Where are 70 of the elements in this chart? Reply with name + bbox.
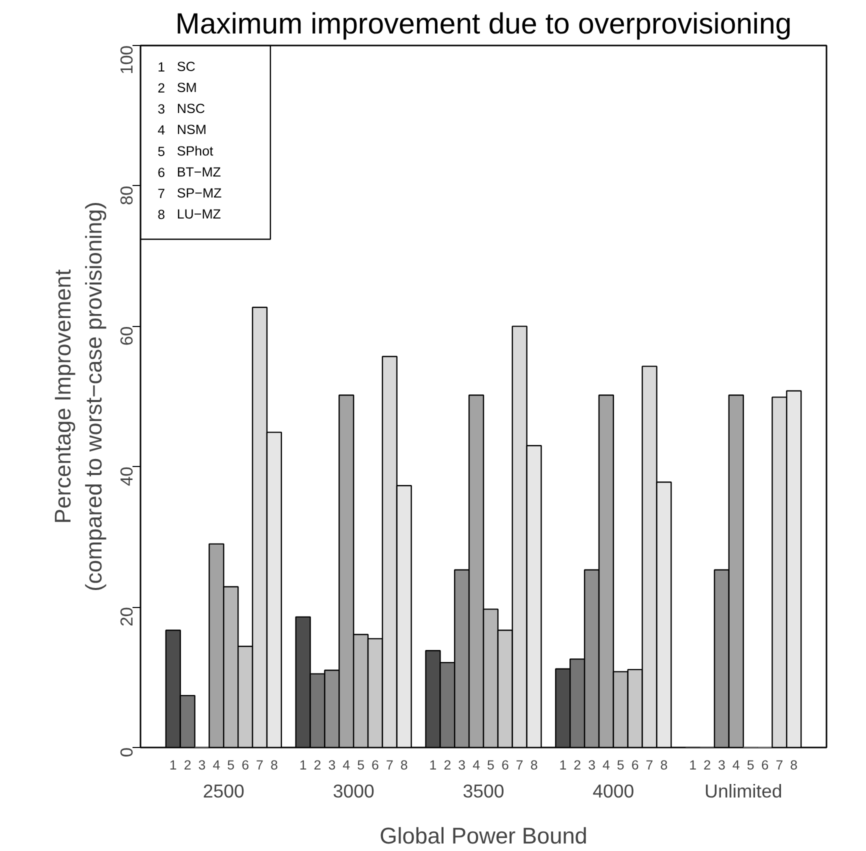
- text: 6: [158, 164, 166, 180]
- text: 2: [158, 80, 166, 96]
- text: 4: [602, 758, 610, 772]
- text: 6: [761, 758, 769, 772]
- text: 4: [472, 758, 480, 772]
- y-tick-label: 20: [116, 607, 136, 626]
- series-label: 2: [184, 758, 192, 772]
- text: 4: [732, 758, 740, 772]
- series-label: 5: [227, 758, 235, 772]
- text: 8: [530, 758, 538, 772]
- text: 5: [158, 144, 166, 159]
- text: 6: [631, 758, 639, 772]
- y-tick-label: 80: [116, 186, 136, 206]
- text: 3: [588, 758, 596, 772]
- text: 3: [458, 758, 466, 772]
- text: 8: [790, 758, 798, 772]
- y-tick-label: 40: [116, 466, 136, 486]
- y-tick-label: 100: [116, 45, 136, 74]
- text: 2: [704, 758, 711, 772]
- text: 2: [574, 758, 582, 772]
- y-tick-label: 0: [116, 747, 136, 758]
- text: 8: [660, 758, 668, 772]
- text: 4: [158, 122, 166, 138]
- text: 4: [342, 758, 350, 772]
- text: 3: [718, 758, 726, 772]
- text: 1: [158, 60, 166, 75]
- annotation: SM: [176, 80, 197, 96]
- text: 7: [158, 186, 166, 201]
- series-label: 4: [212, 758, 221, 772]
- x-tick-label: 4000: [592, 780, 634, 802]
- text: 3: [328, 758, 336, 772]
- series-label: 3: [198, 758, 206, 772]
- x-tick-label: 2500: [202, 780, 244, 802]
- text: 5: [487, 758, 494, 772]
- annotation: SC: [176, 59, 196, 74]
- text: 7: [386, 758, 394, 772]
- text: 2: [444, 758, 452, 772]
- text: 7: [516, 758, 524, 772]
- annotation: SP−MZ: [176, 185, 222, 200]
- text: 8: [400, 758, 408, 772]
- text: 5: [746, 758, 754, 772]
- annotation: BT−MZ: [176, 164, 221, 180]
- text: 5: [616, 758, 624, 772]
- text: 7: [646, 758, 654, 772]
- text: 6: [372, 758, 379, 772]
- text: 3: [158, 102, 166, 117]
- text: 1: [559, 758, 567, 772]
- text: 5: [357, 758, 365, 772]
- y-tick-label: 60: [116, 326, 136, 346]
- annotation: NSC: [176, 101, 206, 116]
- text: 7: [776, 758, 784, 772]
- text: 1: [299, 758, 307, 772]
- text: 6: [501, 758, 509, 772]
- x-tick-label: 3500: [462, 780, 504, 802]
- series-label: 1: [169, 758, 177, 772]
- y-axis-title: Percentage Improvement (compared to worst−case provisioning): [49, 202, 106, 592]
- series-label: 8: [270, 758, 278, 772]
- series-label: 7: [256, 758, 264, 772]
- text: 1: [689, 758, 697, 772]
- annotation: SPhot: [176, 143, 214, 158]
- annotation: NSM: [176, 122, 207, 138]
- chart-title: Maximum improvement due to overprovisioning: [175, 8, 792, 40]
- annotation: LU−MZ: [176, 206, 221, 222]
- text: 8: [158, 206, 166, 222]
- series-label: 6: [242, 758, 250, 772]
- text: 2: [314, 758, 322, 772]
- x-tick-label: Unlimited: [704, 780, 782, 802]
- x-tick-label: 3000: [332, 780, 374, 802]
- x-axis-title: Global Power Bound: [380, 822, 588, 848]
- text: 1: [429, 758, 437, 772]
